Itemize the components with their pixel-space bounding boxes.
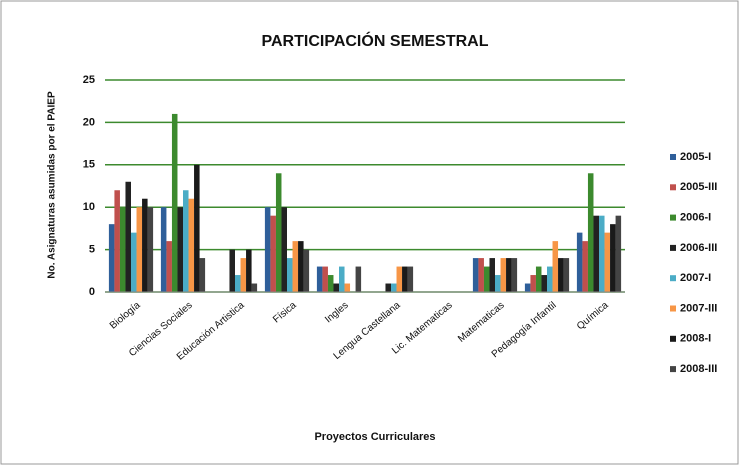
bar: [177, 207, 183, 292]
bar: [495, 275, 501, 292]
bar: [316, 266, 323, 292]
bar: [160, 207, 167, 292]
bar: [303, 249, 310, 292]
bar: [472, 258, 479, 292]
bar: [125, 181, 131, 292]
bar: [524, 283, 531, 292]
bar: [194, 164, 200, 292]
bar: [500, 258, 507, 292]
bar: [599, 215, 605, 292]
bar: [270, 215, 276, 292]
bar: [166, 241, 172, 292]
bar: [355, 266, 362, 292]
bar: [229, 249, 235, 292]
legend-swatch: [670, 184, 676, 191]
bar: [246, 249, 252, 292]
legend-swatch: [670, 366, 676, 373]
legend-swatch: [670, 305, 676, 312]
bar: [333, 283, 339, 292]
bar: [563, 258, 570, 292]
bar: [552, 241, 559, 292]
bar: [235, 275, 241, 292]
legend-label: 2005-III: [680, 181, 717, 193]
bar: [615, 215, 622, 292]
bar: [530, 275, 536, 292]
bar: [264, 207, 271, 292]
legend-label: 2008-III: [680, 363, 717, 375]
legend-label: 2006-III: [680, 242, 717, 254]
bar: [171, 113, 178, 292]
bar: [251, 283, 258, 292]
bar: [610, 224, 616, 292]
y-tick-label: 25: [83, 74, 95, 86]
bar: [344, 283, 351, 292]
bar: [489, 258, 495, 292]
bar: [287, 258, 293, 292]
bar: [188, 198, 195, 292]
bar: [396, 266, 403, 292]
legend-label: 2005-I: [680, 151, 711, 163]
legend-swatch: [670, 335, 676, 342]
chart-title: PARTICIPACIÓN SEMESTRAL: [262, 31, 489, 50]
bar: [147, 207, 154, 292]
bar: [511, 258, 518, 292]
bar: [478, 258, 484, 292]
legend-label: 2006-I: [680, 212, 711, 224]
legend-label: 2007-I: [680, 272, 711, 284]
legend-swatch: [670, 244, 676, 251]
bar: [558, 258, 564, 292]
bar: [506, 258, 512, 292]
x-axis-label: Proyectos Curriculares: [314, 431, 435, 443]
bar: [593, 215, 599, 292]
bar: [576, 232, 583, 292]
bar: [108, 224, 115, 292]
bar: [582, 241, 588, 292]
bar: [275, 173, 282, 292]
bar: [402, 266, 408, 292]
legend-label: 2007-III: [680, 302, 717, 314]
bar: [604, 232, 611, 292]
bar: [131, 232, 137, 292]
bar: [385, 283, 391, 292]
y-tick-label: 5: [89, 244, 95, 256]
bar: [535, 266, 542, 292]
legend-label: 2008-I: [680, 333, 711, 345]
bar: [240, 258, 247, 292]
bar: [547, 266, 553, 292]
y-tick-label: 10: [83, 201, 95, 213]
legend-swatch: [670, 154, 676, 160]
bar: [119, 207, 126, 292]
y-tick-label: 20: [83, 116, 95, 128]
y-axis-label: No. Asignaturas asumidas por el PAIEP: [47, 91, 58, 279]
bar: [327, 275, 334, 292]
bar: [183, 190, 189, 292]
bar: [199, 258, 206, 292]
y-tick-label: 15: [83, 159, 95, 171]
bar: [142, 198, 148, 292]
legend-swatch: [670, 214, 676, 221]
bar: [322, 266, 328, 292]
bar: [136, 207, 143, 292]
legend-swatch: [670, 275, 676, 282]
bar: [587, 173, 594, 292]
bar: [298, 241, 304, 292]
bar: [541, 275, 547, 292]
bar: [407, 266, 414, 292]
bar: [292, 241, 299, 292]
bar: [483, 266, 490, 292]
bar: [339, 266, 345, 292]
y-tick-label: 0: [89, 286, 95, 298]
bar: [281, 207, 287, 292]
bar: [391, 283, 397, 292]
bar: [114, 190, 120, 292]
